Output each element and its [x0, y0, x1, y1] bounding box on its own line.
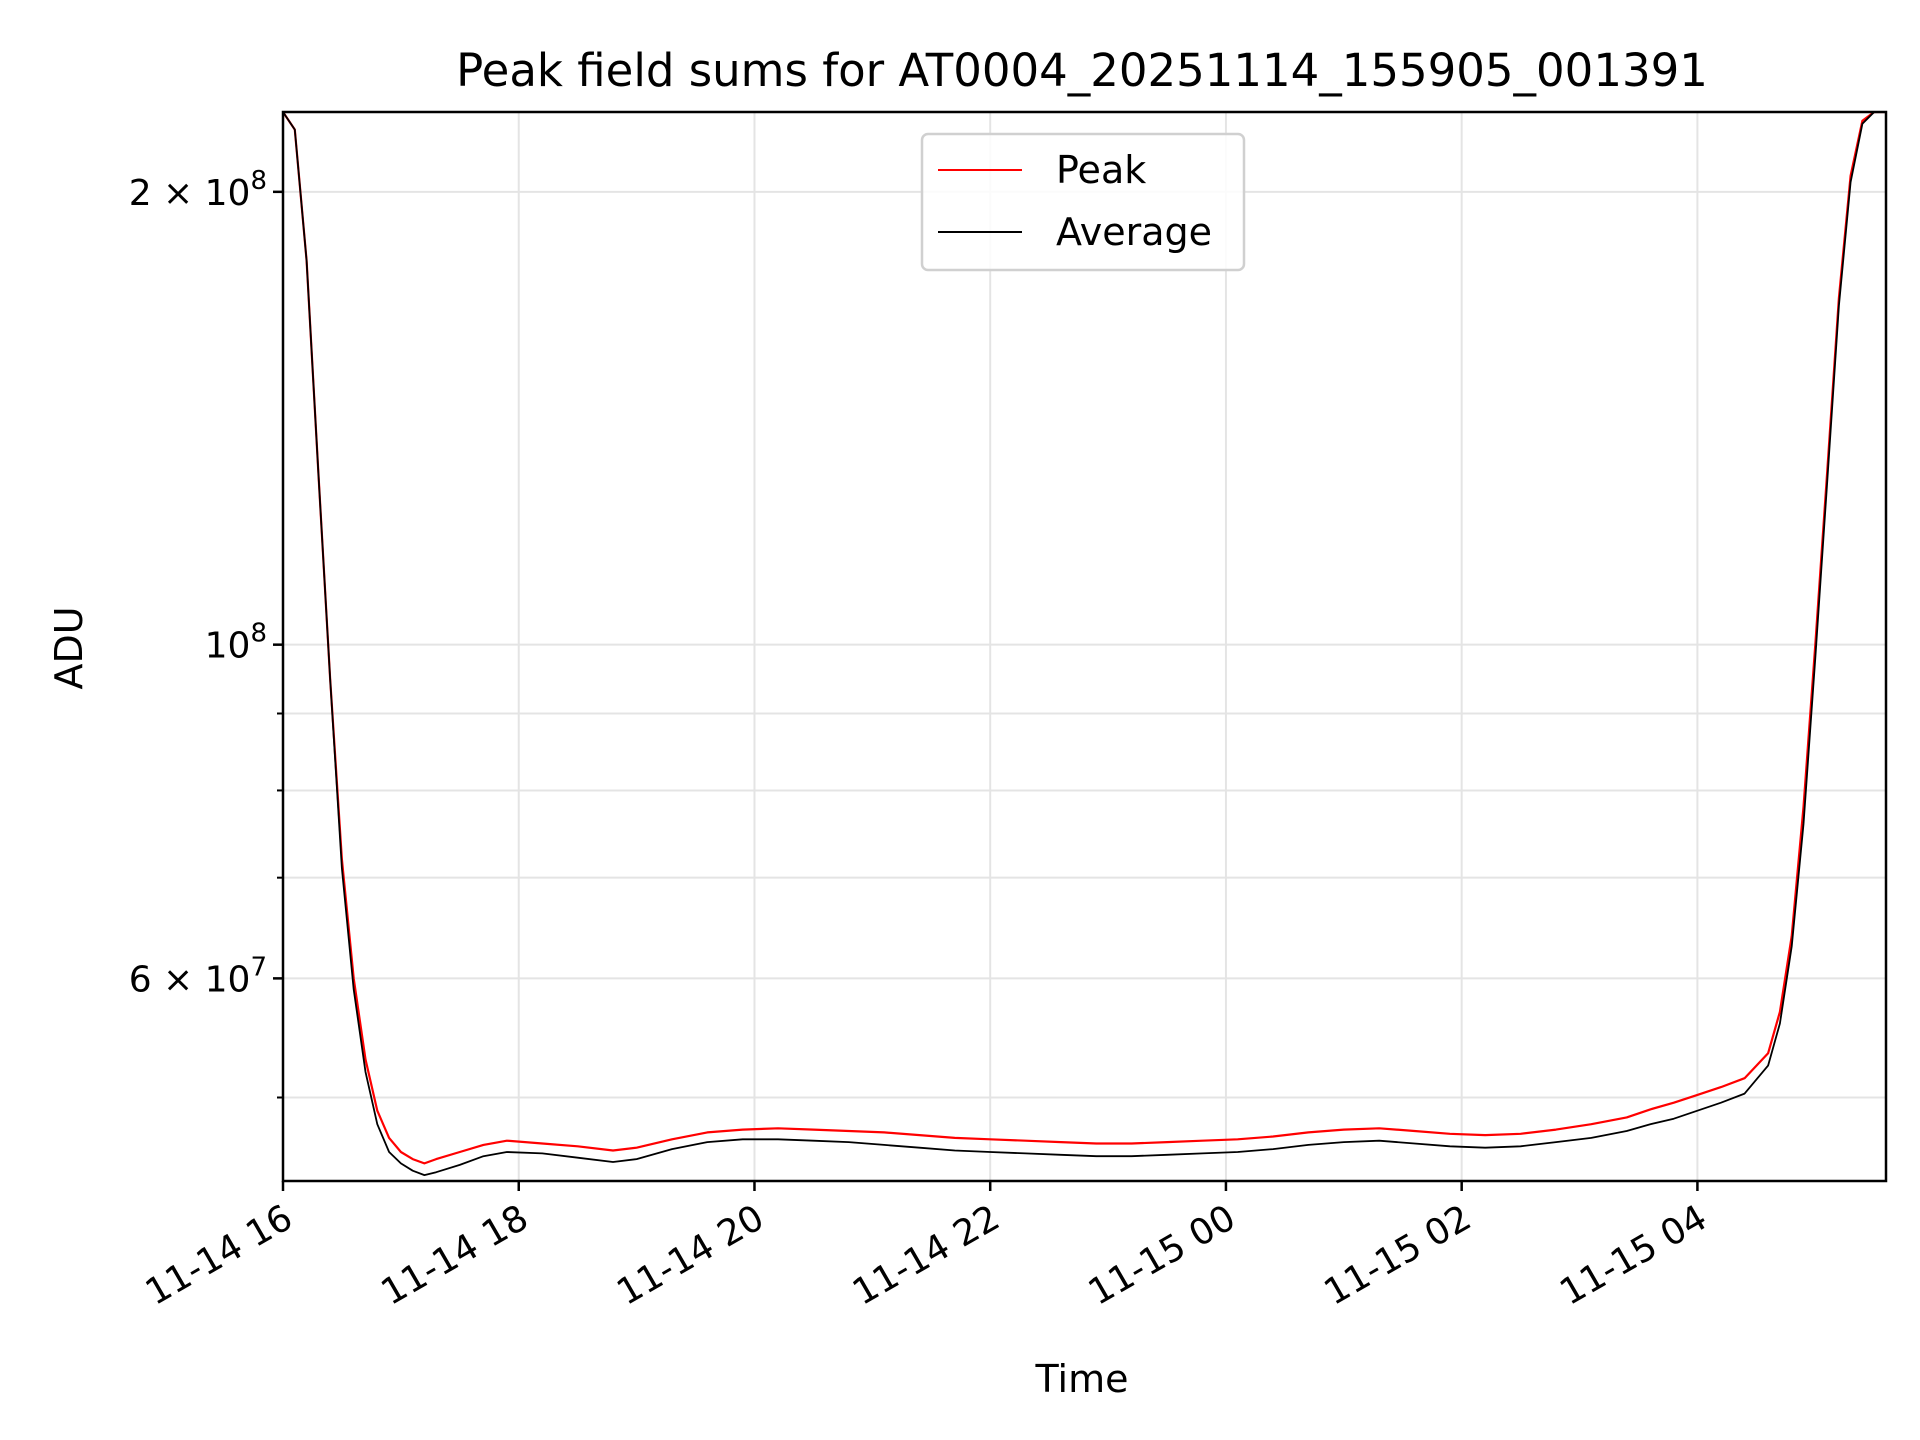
- series-line-peak: [283, 112, 1886, 1165]
- x-tick-label: 11-14 16: [139, 1197, 300, 1313]
- x-axis-label: Time: [1035, 1357, 1129, 1401]
- x-axis: 11-14 16 11-14 18 11-14 20 11-14 22 11-15 00…: [139, 1181, 1714, 1314]
- y-tick-label: 2 × 108: [129, 166, 267, 214]
- legend-label-peak: Peak: [1056, 148, 1146, 192]
- x-tick-label: 11-14 22: [846, 1197, 1007, 1313]
- x-tick-label: 11-14 18: [375, 1197, 536, 1313]
- y-axis-label: ADU: [47, 606, 91, 689]
- series-line-average: [283, 112, 1886, 1176]
- x-tick-label: 11-15 02: [1318, 1197, 1479, 1313]
- y-tick-label: 6 × 107: [129, 952, 267, 1000]
- y-axis: 2 × 108 108 6 × 107: [129, 166, 283, 1099]
- x-tick-label: 11-15 00: [1082, 1197, 1243, 1313]
- x-tick-label: 11-15 04: [1553, 1197, 1714, 1313]
- grid-layer: [282, 112, 1886, 1181]
- plot-frame: [281, 110, 1888, 1183]
- legend: Peak Average: [920, 132, 1246, 272]
- chart-title: Peak field sums for AT0004_20251114_1559…: [456, 44, 1708, 97]
- legend-label-average: Average: [1056, 210, 1212, 254]
- y-tick-label: 108: [205, 619, 267, 667]
- lines-layer: [283, 112, 1886, 1176]
- legend-box: [920, 132, 1246, 272]
- x-tick-label: 11-14 20: [610, 1197, 771, 1313]
